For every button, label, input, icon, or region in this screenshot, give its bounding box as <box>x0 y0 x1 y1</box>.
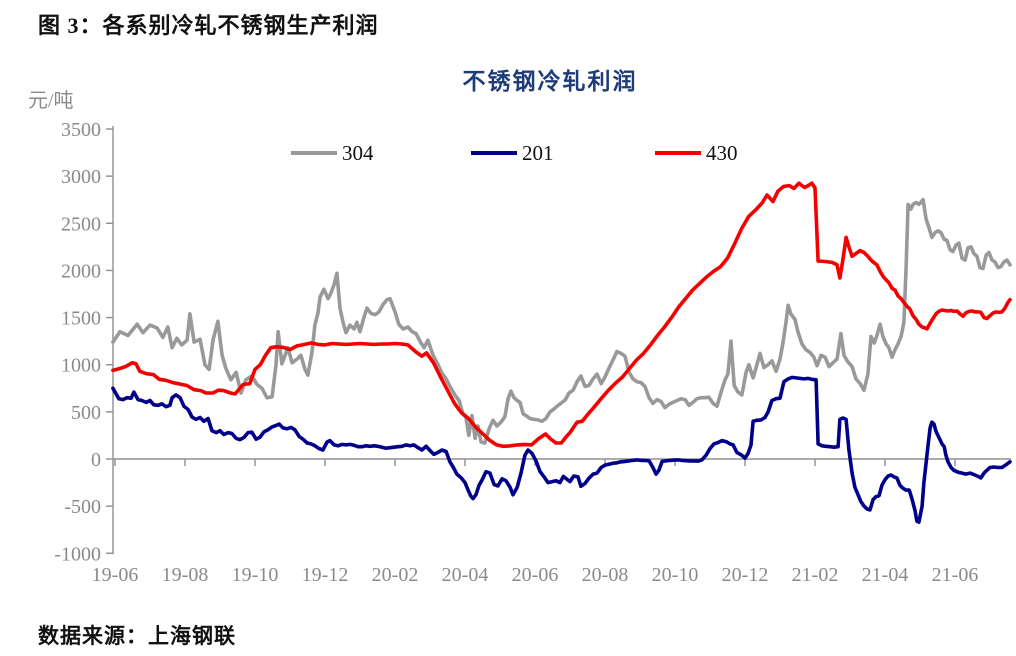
legend-label-201: 201 <box>522 140 554 165</box>
y-tick-label: -500 <box>64 496 101 518</box>
x-tick-label: 21-04 <box>862 564 909 586</box>
y-tick-label: 3500 <box>61 119 101 141</box>
x-tick-label: 19-12 <box>302 564 349 586</box>
y-tick-label: 1500 <box>61 308 101 330</box>
y-tick-label: 1000 <box>61 355 101 377</box>
series-line-201 <box>111 375 1012 525</box>
x-tick-label: 20-04 <box>442 564 489 586</box>
x-tick-label: 20-10 <box>652 564 699 586</box>
y-tick-label: 0 <box>91 449 101 471</box>
x-tick-label: 19-06 <box>92 564 139 586</box>
legend-item-304: 304 <box>291 140 374 165</box>
legend-item-201: 201 <box>471 140 554 165</box>
y-tick-label: 2500 <box>61 213 101 235</box>
chart-title: 不锈钢冷轧利润 <box>462 69 638 94</box>
y-tick-label: 2000 <box>61 260 101 282</box>
x-tick-label: 20-08 <box>582 564 629 586</box>
x-tick-label: 20-12 <box>722 564 769 586</box>
legend-swatch-304 <box>291 151 337 155</box>
figure-caption: 图 3：各系别冷轧不锈钢生产利润 <box>38 13 379 38</box>
legend-swatch-430 <box>655 151 701 155</box>
data-source: 数据来源：上海钢联 <box>38 624 236 648</box>
series-line-304 <box>111 197 1012 445</box>
legend-swatch-201 <box>471 151 517 155</box>
y-tick-label: -1000 <box>54 543 101 565</box>
x-tick-label: 21-02 <box>792 564 839 586</box>
legend-label-304: 304 <box>342 140 374 165</box>
y-tick-label: 500 <box>71 402 101 424</box>
y-tick-label: 3000 <box>61 166 101 188</box>
legend-label-430: 430 <box>706 140 738 165</box>
x-tick-label: 20-02 <box>372 564 419 586</box>
x-tick-label: 20-06 <box>512 564 559 586</box>
series-line-430 <box>111 181 1012 449</box>
y-axis-unit-label: 元/吨 <box>28 90 74 112</box>
legend-item-430: 430 <box>655 140 738 165</box>
x-tick-label: 19-10 <box>232 564 279 586</box>
x-tick-label: 19-08 <box>162 564 209 586</box>
x-tick-label: 21-06 <box>932 564 979 586</box>
